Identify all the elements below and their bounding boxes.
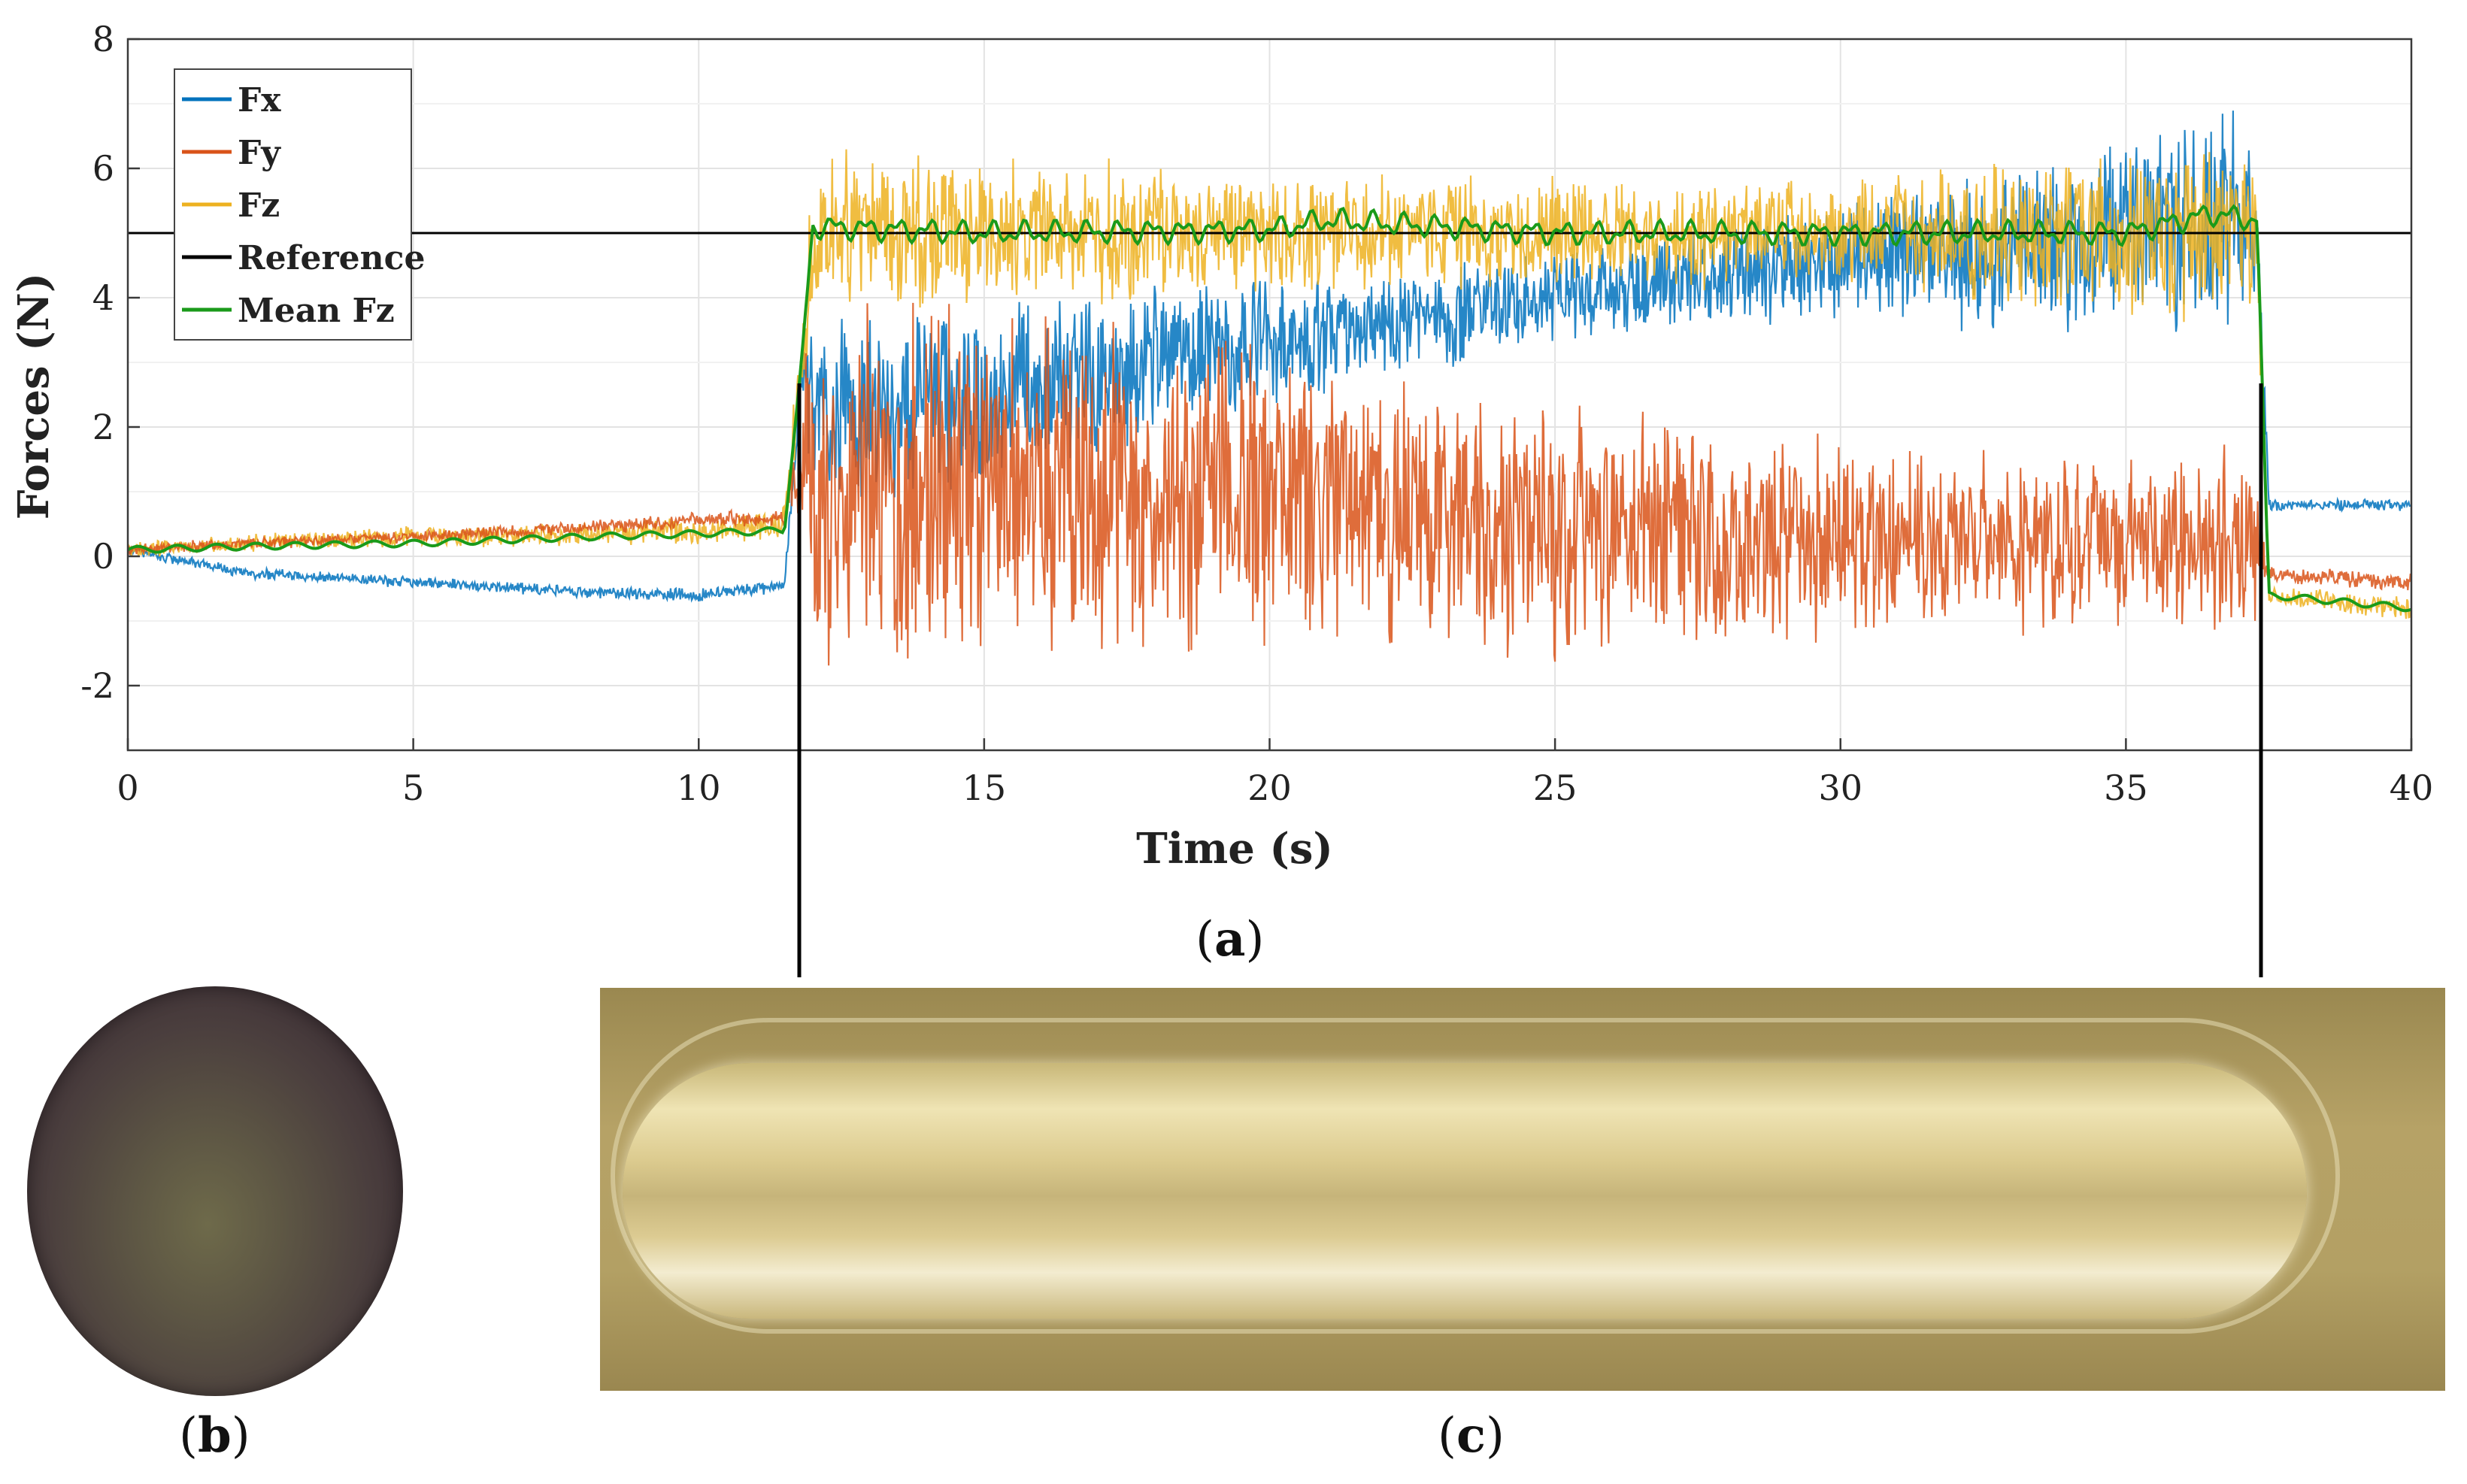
y-tick-label: 0 — [92, 536, 114, 577]
polish-track — [623, 1063, 2307, 1319]
legend-label-fz: Fz — [238, 186, 280, 225]
legend-label-mean-fz: Mean Fz — [238, 292, 395, 330]
y-tick-label: 2 — [92, 407, 114, 447]
x-tick-label: 40 — [2390, 768, 2434, 808]
y-axis-label: Forces (N) — [9, 273, 59, 519]
y-tick-label: 4 — [92, 277, 114, 318]
x-tick-label: 20 — [1247, 768, 1292, 808]
x-tick-label: 5 — [402, 768, 424, 808]
y-tick-label: 8 — [92, 19, 114, 59]
force-chart: 0 5 10 15 20 25 30 35 40 -2 0 2 4 6 8 Time (s) Forces … — [9, 19, 2433, 977]
caption-c: (c) — [1438, 1407, 1505, 1464]
plot-area — [128, 111, 2411, 666]
x-tick-label: 10 — [677, 768, 721, 808]
photo-polishing-tool — [27, 986, 403, 1396]
polish-track-outline — [611, 1018, 2340, 1334]
photo-polished-surface — [600, 988, 2445, 1391]
legend-label-fy: Fy — [238, 134, 281, 172]
caption-b: (b) — [179, 1407, 250, 1464]
series-line-mean-fz — [128, 204, 2411, 613]
axes — [126, 38, 2413, 752]
caption-a: (a) — [1196, 911, 1265, 968]
series-line-fy — [128, 302, 2411, 666]
x-tick-label: 25 — [1533, 768, 1577, 808]
legend-label-reference: Reference — [238, 239, 425, 277]
legend-label-fx: Fx — [238, 81, 281, 120]
x-tick-label: 15 — [962, 768, 1007, 808]
y-tick-label: 6 — [92, 148, 114, 189]
x-tick-label: 0 — [117, 768, 138, 808]
tick-labels: 0 5 10 15 20 25 30 35 40 -2 0 2 4 6 8 — [80, 19, 2433, 808]
x-axis-label: Time (s) — [1136, 824, 1333, 874]
x-tick-label: 30 — [1818, 768, 1862, 808]
grid-lines — [127, 38, 2412, 751]
y-tick-label: -2 — [80, 665, 114, 706]
series-line-fx — [128, 111, 2411, 603]
x-tick-label: 35 — [2104, 768, 2148, 808]
legend: Fx Fy Fz Reference Mean Fz — [174, 68, 425, 341]
